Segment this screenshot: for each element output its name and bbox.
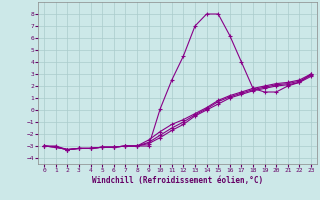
X-axis label: Windchill (Refroidissement éolien,°C): Windchill (Refroidissement éolien,°C) (92, 176, 263, 185)
